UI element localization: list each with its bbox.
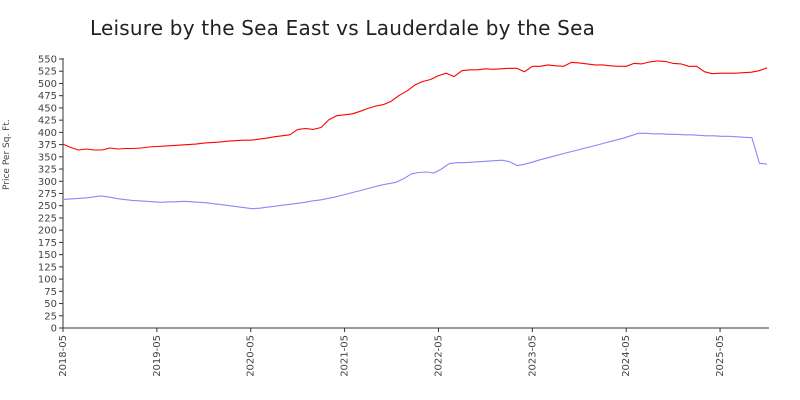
- y-tick-label: 375: [38, 140, 57, 151]
- chart-title: Leisure by the Sea East vs Lauderdale by…: [90, 16, 596, 40]
- y-tick-label: 50: [44, 299, 57, 310]
- series-line-lauderdale-by-the-sea: [62, 132, 768, 210]
- y-tick-label: 275: [38, 189, 57, 200]
- y-tick-label: 75: [44, 287, 57, 298]
- x-tick-label: 2021-05: [340, 335, 351, 377]
- y-tick-label: 0: [51, 324, 57, 335]
- series-line-leisure-by-the-sea-east: [62, 60, 768, 151]
- x-tick-label: 2022-05: [433, 335, 444, 377]
- y-tick-label: 400: [38, 128, 57, 139]
- y-tick-label: 125: [38, 262, 57, 273]
- y-tick-label: 200: [38, 226, 57, 237]
- y-tick-label: 250: [38, 201, 57, 212]
- y-tick-label: 175: [38, 238, 57, 249]
- y-tick-label: 550: [38, 55, 57, 66]
- x-tick-label: 2024-05: [621, 335, 632, 377]
- x-tick-label: 2018-05: [58, 335, 69, 377]
- y-tick-label: 500: [38, 79, 57, 90]
- x-tick-label: 2020-05: [246, 335, 257, 377]
- y-tick-label: 150: [38, 250, 57, 261]
- x-tick-label: 2023-05: [527, 335, 538, 377]
- y-tick-label: 25: [44, 311, 57, 322]
- y-tick-label: 425: [38, 116, 57, 127]
- x-tick-label: 2025-05: [715, 335, 726, 377]
- y-tick-label: 325: [38, 165, 57, 176]
- x-tick-label: 2019-05: [152, 335, 163, 377]
- y-tick-label: 450: [38, 103, 57, 114]
- y-tick-label: 225: [38, 213, 57, 224]
- y-tick-label: 525: [38, 67, 57, 78]
- y-tick-label: 475: [38, 91, 57, 102]
- series-layer: [62, 60, 768, 210]
- y-tick-label: 300: [38, 177, 57, 188]
- y-tick-label: 350: [38, 152, 57, 163]
- y-tick-label: 100: [38, 275, 57, 286]
